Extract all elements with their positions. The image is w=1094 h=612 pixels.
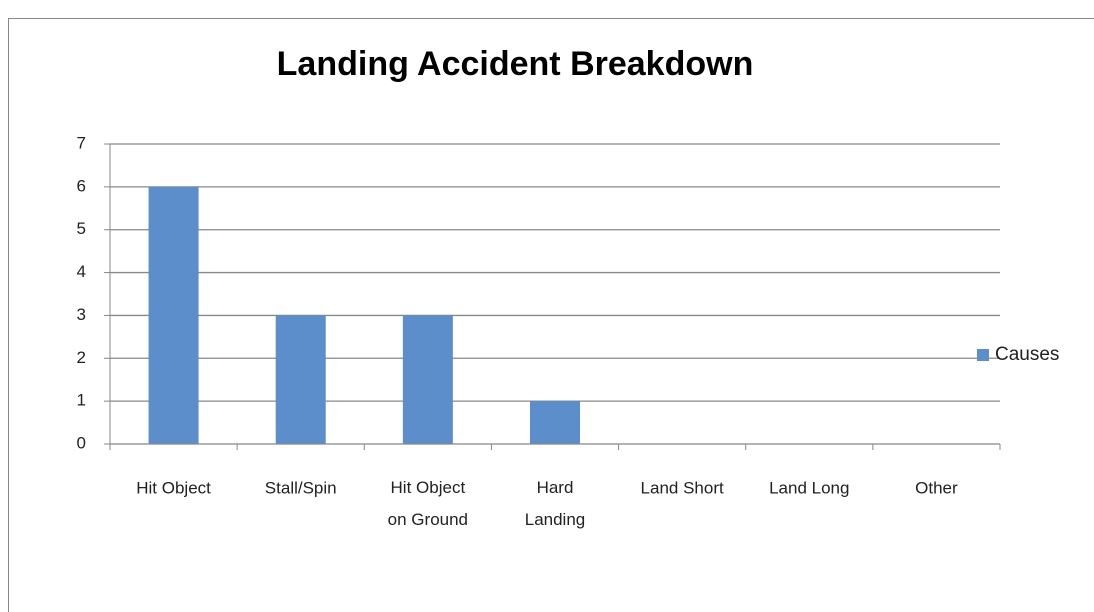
y-tick-label: 5 — [77, 219, 86, 238]
x-tick-label: Stall/Spin — [265, 478, 337, 497]
bar — [402, 315, 453, 444]
legend-swatch — [977, 349, 989, 361]
x-tick-label: Land Short — [641, 478, 724, 497]
x-tick-label: Hit Object on Ground — [388, 478, 468, 529]
x-tick-label: Other — [915, 478, 958, 497]
y-tick-label: 4 — [77, 262, 86, 281]
bar — [275, 315, 326, 444]
x-tick-label: Land Long — [769, 478, 849, 497]
x-tick-label: Hard Landing — [525, 478, 586, 529]
y-tick-label: 7 — [77, 133, 86, 152]
y-tick-label: 1 — [77, 391, 86, 410]
legend-label: Causes — [995, 344, 1059, 365]
x-tick-label: Hit Object — [136, 478, 211, 497]
y-tick-label: 3 — [77, 305, 86, 324]
bar — [530, 401, 580, 444]
y-tick-label: 2 — [77, 348, 86, 367]
bar — [148, 186, 199, 444]
chart-title: Landing Accident Breakdown — [277, 45, 754, 83]
y-tick-label: 6 — [77, 176, 86, 195]
y-tick-label: 0 — [77, 433, 86, 452]
